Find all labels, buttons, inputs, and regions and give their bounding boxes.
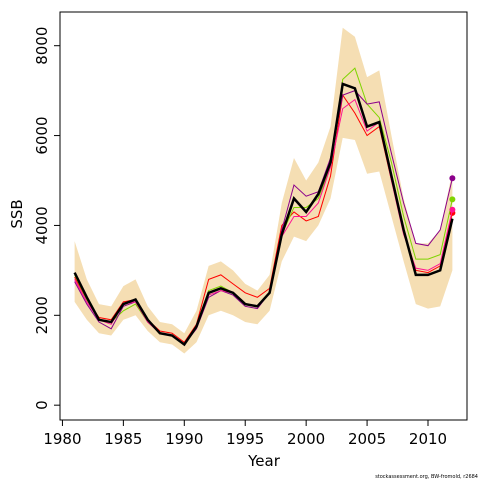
x-tick-label: 1980 — [43, 430, 81, 448]
x-tick-label: 1990 — [165, 430, 203, 448]
end-point — [449, 175, 456, 182]
end-point — [449, 196, 456, 203]
y-axis-label: SSB — [8, 199, 26, 228]
x-tick-label: 2010 — [409, 430, 447, 448]
plot-frame — [59, 11, 468, 421]
y-tick-label: 4000 — [33, 206, 51, 244]
y-tick-label: 0 — [33, 400, 51, 410]
y-tick-label: 8000 — [33, 27, 51, 65]
y-tick-label: 2000 — [33, 296, 51, 334]
series-line — [73, 82, 454, 347]
confidence-band — [74, 27, 453, 354]
x-tick-label: 2005 — [348, 430, 386, 448]
end-point — [449, 206, 456, 213]
x-tick-label: 1985 — [104, 430, 142, 448]
x-axis-label: Year — [247, 452, 281, 470]
x-tick-label: 1995 — [226, 430, 264, 448]
y-tick-label: 6000 — [33, 116, 51, 154]
x-tick-label: 2000 — [287, 430, 325, 448]
footnote: stockassessment.org, BW-fromold, r2684 — [375, 474, 478, 480]
